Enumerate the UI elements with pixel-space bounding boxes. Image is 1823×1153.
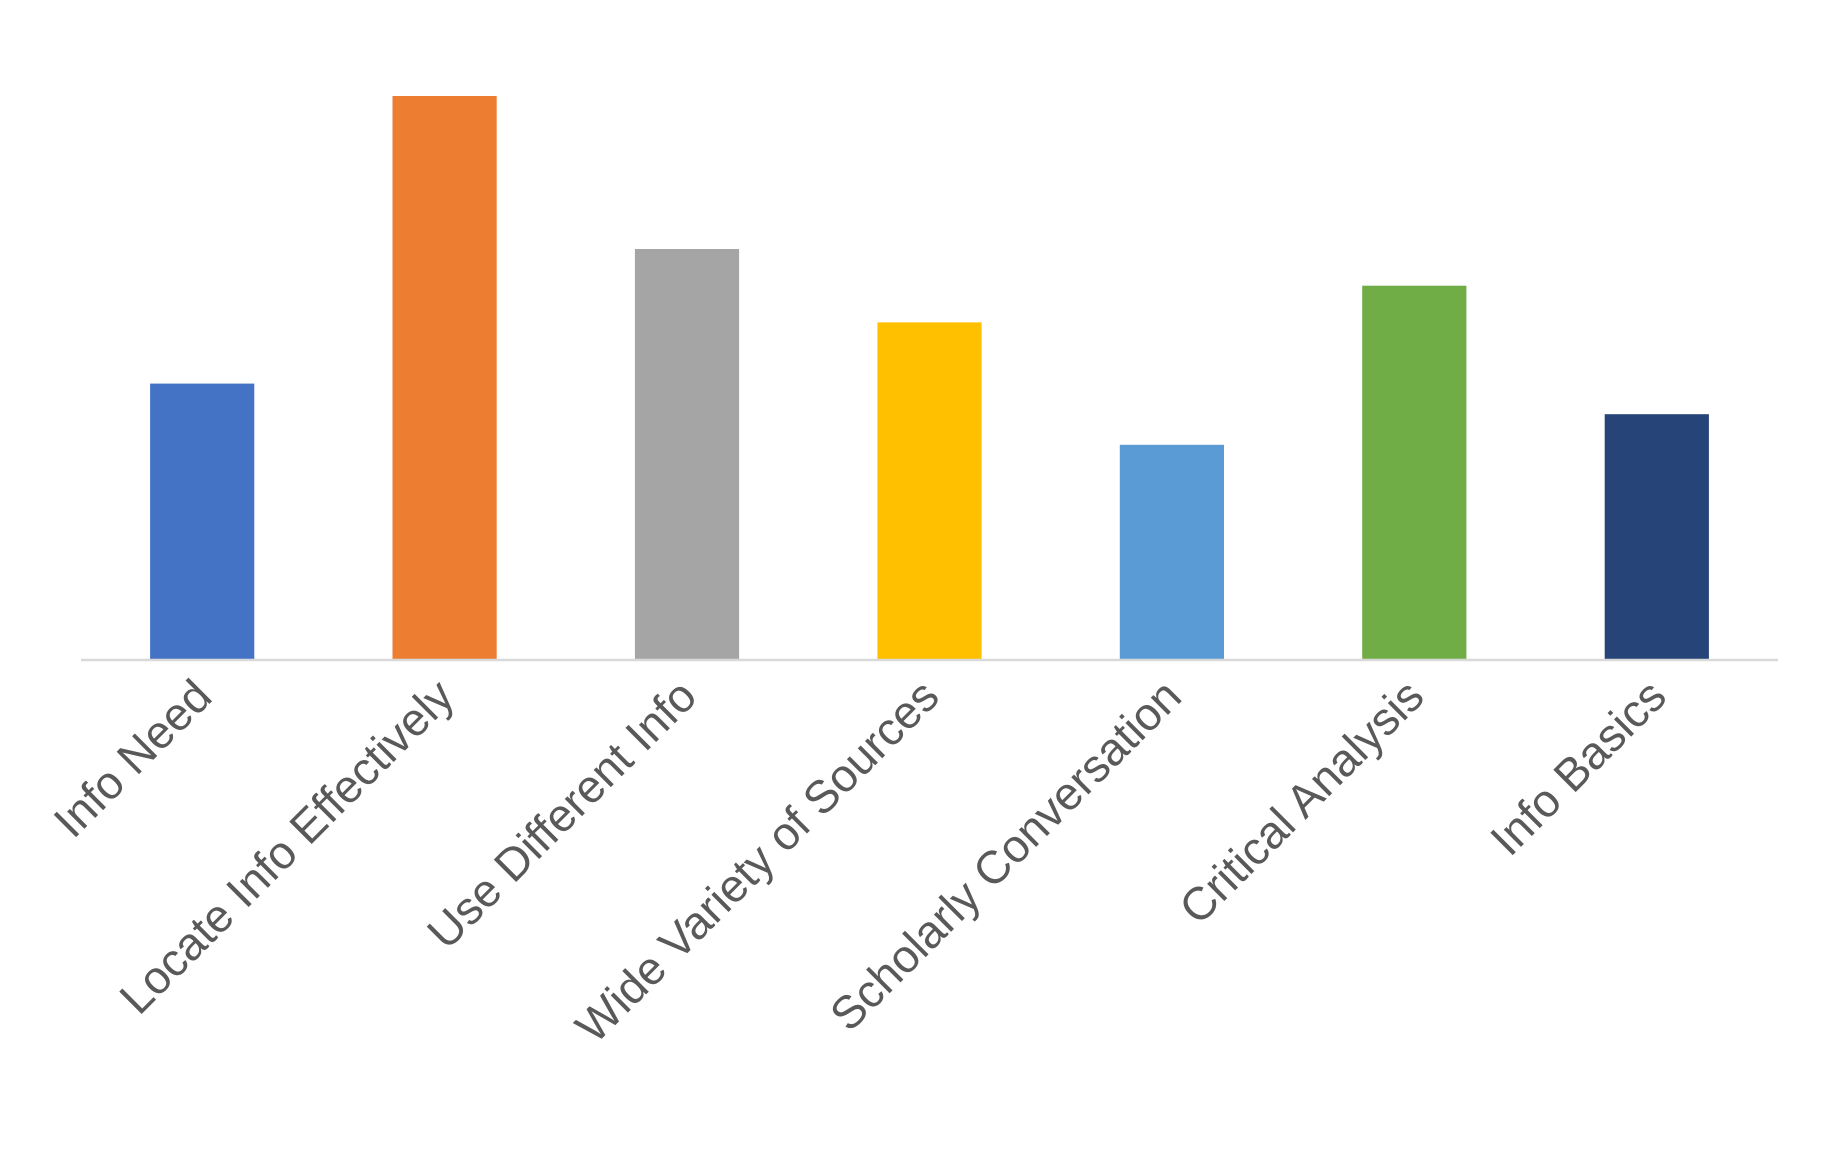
bar-wide-variety-of-sources [877, 322, 982, 659]
bar-critical-analysis [1362, 285, 1467, 659]
category-label-info-need: Info Need [43, 669, 221, 847]
bar-scholarly-conversation [1119, 444, 1224, 659]
bar-use-different-info [634, 249, 740, 659]
bar-locate-info-effectively [392, 96, 497, 659]
bars-group [150, 96, 1709, 659]
bar-info-need [150, 383, 255, 659]
category-label-info-basics: Info Basics [1480, 669, 1676, 865]
category-label-use-different-info: Use Different Info [417, 669, 706, 958]
category-label-critical-analysis: Critical Analysis [1169, 669, 1434, 934]
bar-info-basics [1604, 414, 1709, 659]
